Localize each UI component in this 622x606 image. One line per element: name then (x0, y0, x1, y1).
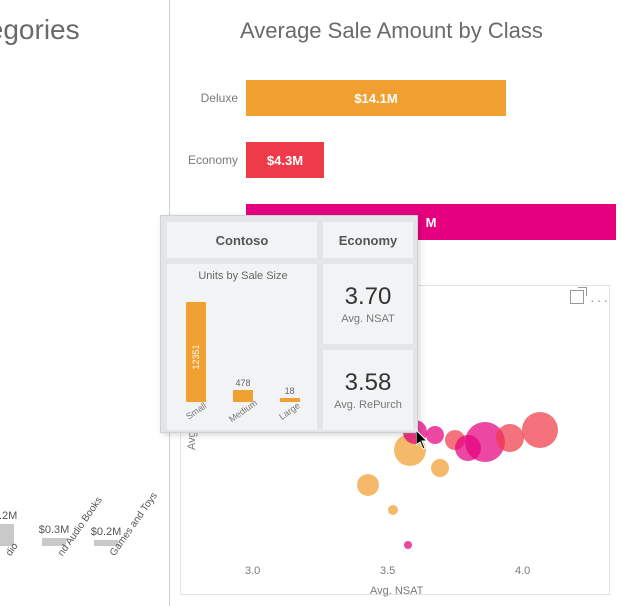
category-label: Games and Toys (108, 491, 160, 559)
dashboard-canvas: tegories $1.2Mdio $0.3Mnd Audio Books $0.2… (0, 0, 622, 606)
mini-bar-label: Small (184, 400, 208, 421)
bar-chart-title: Average Sale Amount by Class (240, 18, 543, 44)
mini-bar: 12351 (186, 302, 206, 402)
class-bar-row[interactable]: Deluxe $14.1M (180, 78, 506, 118)
mini-bar-value: 478 (235, 378, 250, 388)
category-bar[interactable]: $0.2MGames and Toys (86, 526, 126, 546)
tooltip-card: Contoso Economy Units by Sale Size 12351… (160, 215, 418, 433)
kpi-nsat-label: Avg. NSAT (341, 313, 394, 325)
categories-title: tegories (0, 14, 80, 46)
class-label: Economy (180, 153, 238, 167)
mini-bar-col: 12351Small (175, 302, 217, 416)
x-tick: 3.5 (380, 565, 395, 577)
x-tick: 3.0 (245, 565, 260, 577)
categories-panel: tegories $1.2Mdio $0.3Mnd Audio Books $0.2… (0, 0, 170, 606)
scatter-bubble[interactable] (388, 505, 398, 515)
mini-bar-value: 12351 (191, 344, 201, 369)
category-value: $1.2M (0, 510, 22, 522)
scatter-bubble[interactable] (426, 426, 444, 444)
tooltip-mini-bars: 12351Small478Medium18Large (173, 286, 313, 416)
kpi-repurch-label: Avg. RePurch (334, 399, 402, 411)
x-tick: 4.0 (515, 565, 530, 577)
scatter-bubble[interactable] (431, 459, 449, 477)
tooltip-kpi-repurch: 3.58 Avg. RePurch (323, 350, 413, 430)
mini-bar-value: 18 (285, 386, 295, 396)
mini-bar-col: 18Large (269, 386, 311, 416)
category-bar[interactable]: $0.3Mnd Audio Books (34, 524, 74, 546)
scatter-bubble[interactable] (404, 541, 412, 549)
mini-bar-label: Large (277, 400, 302, 421)
class-bar: $4.3M (246, 142, 324, 178)
mini-bar-col: 478Medium (222, 378, 264, 416)
kpi-repurch-value: 3.58 (345, 369, 392, 397)
focus-mode-icon[interactable] (570, 290, 584, 304)
class-bar-row[interactable]: Economy $4.3M (180, 140, 324, 180)
category-bar[interactable]: $1.2Mdio (0, 510, 22, 546)
class-bar: $14.1M (246, 80, 506, 116)
scatter-x-label: Avg. NSAT (370, 585, 423, 597)
class-label: Deluxe (180, 91, 238, 105)
more-options-icon[interactable]: ··· (590, 292, 610, 308)
tooltip-mini-title: Units by Sale Size (173, 270, 313, 282)
tooltip-header-brand: Contoso (167, 222, 317, 258)
scatter-bubble[interactable] (522, 412, 558, 448)
kpi-nsat-value: 3.70 (345, 283, 392, 311)
tooltip-kpi-nsat: 3.70 Avg. NSAT (323, 264, 413, 344)
tooltip-header-class: Economy (323, 222, 413, 258)
scatter-bubble[interactable] (496, 424, 524, 452)
tooltip-mini-chart: Units by Sale Size 12351Small478Medium18… (167, 264, 317, 430)
scatter-bubble[interactable] (357, 474, 379, 496)
categories-bars[interactable]: $1.2Mdio $0.3Mnd Audio Books $0.2MGames an… (0, 426, 170, 546)
